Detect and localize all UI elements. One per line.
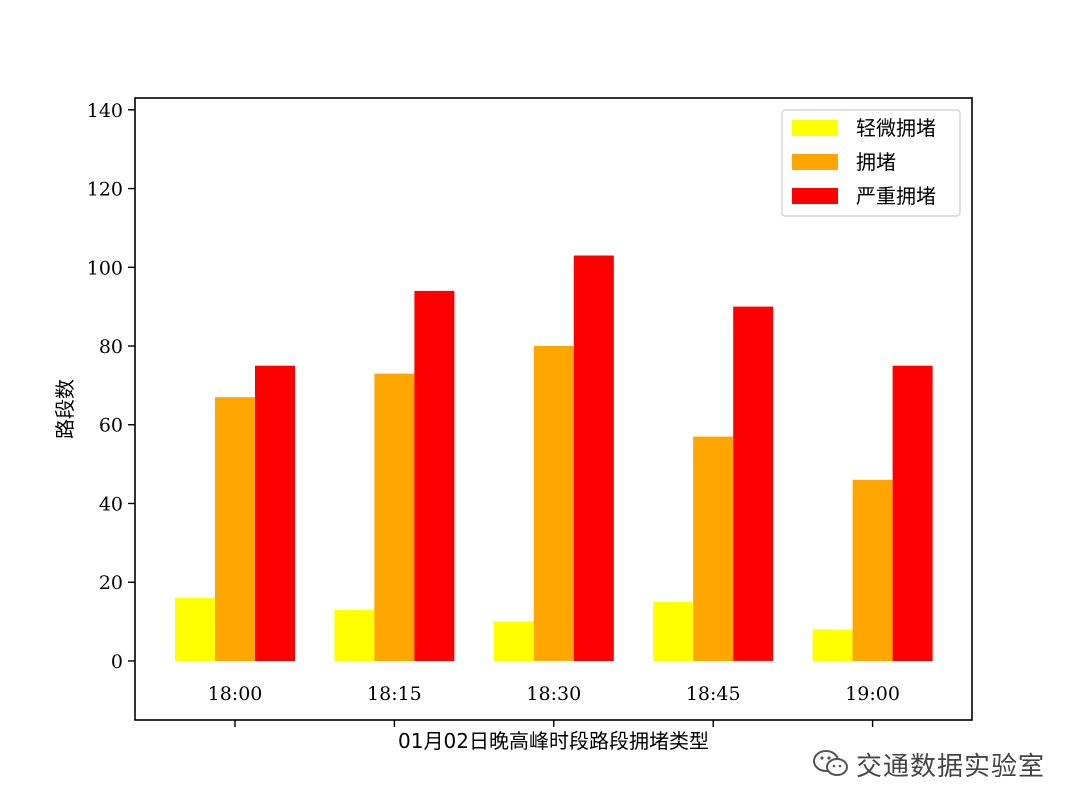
bar <box>892 365 933 661</box>
x-axis-label: 01月02日晚高峰时段路段拥堵类型 <box>398 729 709 753</box>
bar <box>414 290 455 661</box>
x-tick-label: 18:45 <box>686 683 741 705</box>
bar <box>533 346 574 661</box>
x-tick-label: 19:00 <box>845 683 900 705</box>
y-tick-label: 120 <box>87 179 123 201</box>
legend-label: 拥堵 <box>856 150 896 174</box>
bar <box>175 598 215 661</box>
bar <box>653 601 694 661</box>
bar <box>215 397 255 661</box>
x-axis: 18:00 18:15 18:30 18:45 19:00 <box>208 683 900 727</box>
bars-group <box>175 255 933 661</box>
bar <box>733 306 774 661</box>
watermark-text: 交通数据实验室 <box>856 751 1046 782</box>
bar <box>573 255 614 661</box>
x-tick-label: 18:15 <box>367 683 422 705</box>
wechat-icon <box>813 750 848 776</box>
x-tick-label: 18:00 <box>208 683 263 705</box>
bar <box>374 373 415 661</box>
y-tick-label: 60 <box>99 415 123 437</box>
bar <box>812 629 853 661</box>
legend-swatch <box>792 154 838 170</box>
y-tick-label: 40 <box>99 493 123 515</box>
y-tick-label: 140 <box>87 100 123 122</box>
bar <box>493 621 534 661</box>
y-tick-label: 80 <box>99 336 123 358</box>
legend-label: 严重拥堵 <box>856 184 936 208</box>
bar <box>255 365 295 661</box>
bar <box>693 436 734 661</box>
legend-swatch <box>792 188 838 204</box>
y-tick-label: 20 <box>99 572 123 594</box>
legend-swatch <box>792 120 838 136</box>
plot-frame <box>134 97 973 721</box>
legend-label: 轻微拥堵 <box>856 116 936 140</box>
bar <box>852 479 893 661</box>
y-axis-label: 路段数 <box>53 379 77 439</box>
y-axis: 0 20 40 60 80 100 120 140 <box>87 100 135 673</box>
bar <box>334 609 375 661</box>
watermark: 交通数据实验室 <box>812 744 1045 784</box>
y-tick-label: 100 <box>87 257 123 279</box>
x-tick-label: 18:30 <box>526 683 581 705</box>
y-tick-label: 0 <box>111 651 123 673</box>
